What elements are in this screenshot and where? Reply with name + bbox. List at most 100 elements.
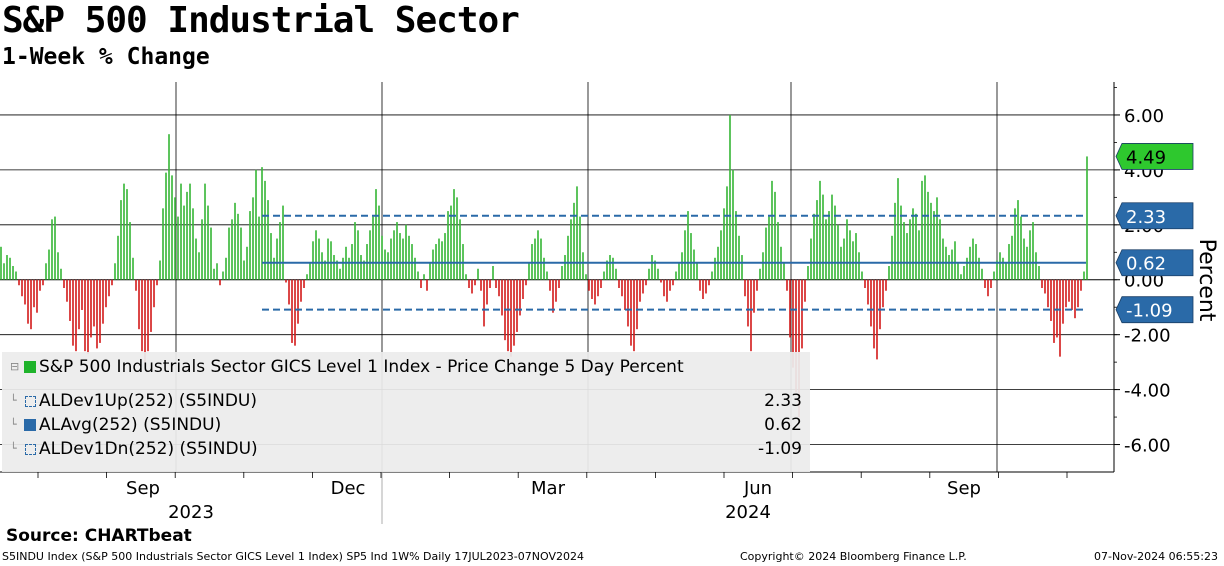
bar [1056, 279, 1058, 338]
bar [1005, 263, 1007, 280]
bar [1047, 279, 1049, 308]
tree-branch-icon: └ [10, 442, 17, 455]
bar [306, 274, 308, 280]
bar [864, 279, 866, 288]
legend-item-dev-down[interactable]: └ ALDev1Dn(252) (S5INDU) -1.09 [2, 438, 810, 460]
bar [810, 238, 812, 280]
bar [498, 279, 500, 297]
bar [990, 279, 992, 288]
bar [903, 222, 905, 280]
bar [609, 255, 611, 280]
bar [75, 279, 77, 352]
bar [426, 279, 428, 291]
bar [156, 279, 158, 286]
chart-title: S&P 500 Industrial Sector [2, 0, 520, 41]
bar [645, 279, 647, 286]
tree-branch-icon: └ [10, 418, 17, 431]
bar [333, 255, 335, 280]
bar [765, 227, 767, 280]
legend-item-dev-up[interactable]: └ ALDev1Up(252) (S5INDU) 2.33 [2, 390, 810, 412]
x-month-label: Jun [743, 478, 772, 499]
bar [540, 238, 542, 280]
bar [501, 279, 503, 316]
legend-item-price-change[interactable]: ⊟ S&P 500 Industrials Sector GICS Level … [2, 356, 810, 378]
bar [801, 279, 803, 349]
x-month-label: Dec [331, 478, 366, 499]
bar [225, 257, 227, 280]
bar [807, 266, 809, 280]
bar [231, 219, 233, 280]
bar [1023, 238, 1025, 280]
legend-item-avg[interactable]: └ ALAvg(252) (S5INDU) 0.62 [2, 414, 810, 436]
bar [381, 235, 383, 280]
bar [54, 216, 56, 280]
bar [918, 230, 920, 280]
bar [564, 255, 566, 280]
bar [996, 260, 998, 280]
last-value-tag-text: 4.49 [1126, 147, 1166, 168]
collapse-icon[interactable]: ⊟ [10, 360, 20, 373]
bar [513, 279, 515, 346]
bar [849, 230, 851, 280]
bar [657, 268, 659, 280]
bar [858, 252, 860, 280]
bar [447, 211, 449, 280]
bar [363, 260, 365, 280]
footer-copyright: Copyright© 2024 Bloomberg Finance L.P. [740, 550, 967, 563]
bar [375, 189, 377, 280]
bar-series [0, 114, 1088, 418]
bar [933, 211, 935, 280]
bar [183, 205, 185, 280]
bar [621, 279, 623, 297]
bar [1074, 279, 1076, 319]
legend-swatch-green [24, 361, 36, 373]
bar [552, 279, 554, 313]
bar [768, 216, 770, 280]
x-month-label: Mar [531, 478, 566, 499]
bar [372, 216, 374, 280]
bar [66, 279, 68, 302]
bar [561, 266, 563, 280]
bar [474, 279, 476, 286]
bar [27, 279, 29, 324]
bar [36, 279, 38, 313]
bar [270, 233, 272, 280]
tree-branch-icon: └ [10, 394, 17, 407]
bar [405, 224, 407, 280]
bar [936, 197, 938, 280]
bar [843, 238, 845, 280]
bar [1044, 279, 1046, 294]
bar [663, 279, 665, 297]
bar [600, 279, 602, 288]
bar [870, 279, 872, 327]
bar [249, 211, 251, 280]
bar [408, 235, 410, 280]
bar [822, 194, 824, 280]
bar [684, 230, 686, 280]
bar [852, 241, 854, 280]
bar [174, 197, 176, 280]
bar [459, 219, 461, 280]
bar [258, 216, 260, 280]
bar [741, 255, 743, 280]
bar [1014, 208, 1016, 280]
bar [486, 279, 488, 305]
bar [804, 279, 806, 302]
bar [279, 222, 281, 280]
bar [681, 252, 683, 280]
bar [339, 268, 341, 280]
bar [456, 197, 458, 280]
legend-swatch-dashed [25, 396, 36, 407]
bar [207, 205, 209, 280]
bar [282, 205, 284, 280]
x-month-label: Sep [947, 478, 981, 499]
bar [429, 263, 431, 280]
bar [465, 274, 467, 280]
bar [312, 241, 314, 280]
bar [771, 180, 773, 280]
bar [570, 219, 572, 280]
bar [888, 266, 890, 280]
bar [651, 255, 653, 280]
bar [1080, 279, 1082, 291]
bar [1062, 279, 1064, 324]
